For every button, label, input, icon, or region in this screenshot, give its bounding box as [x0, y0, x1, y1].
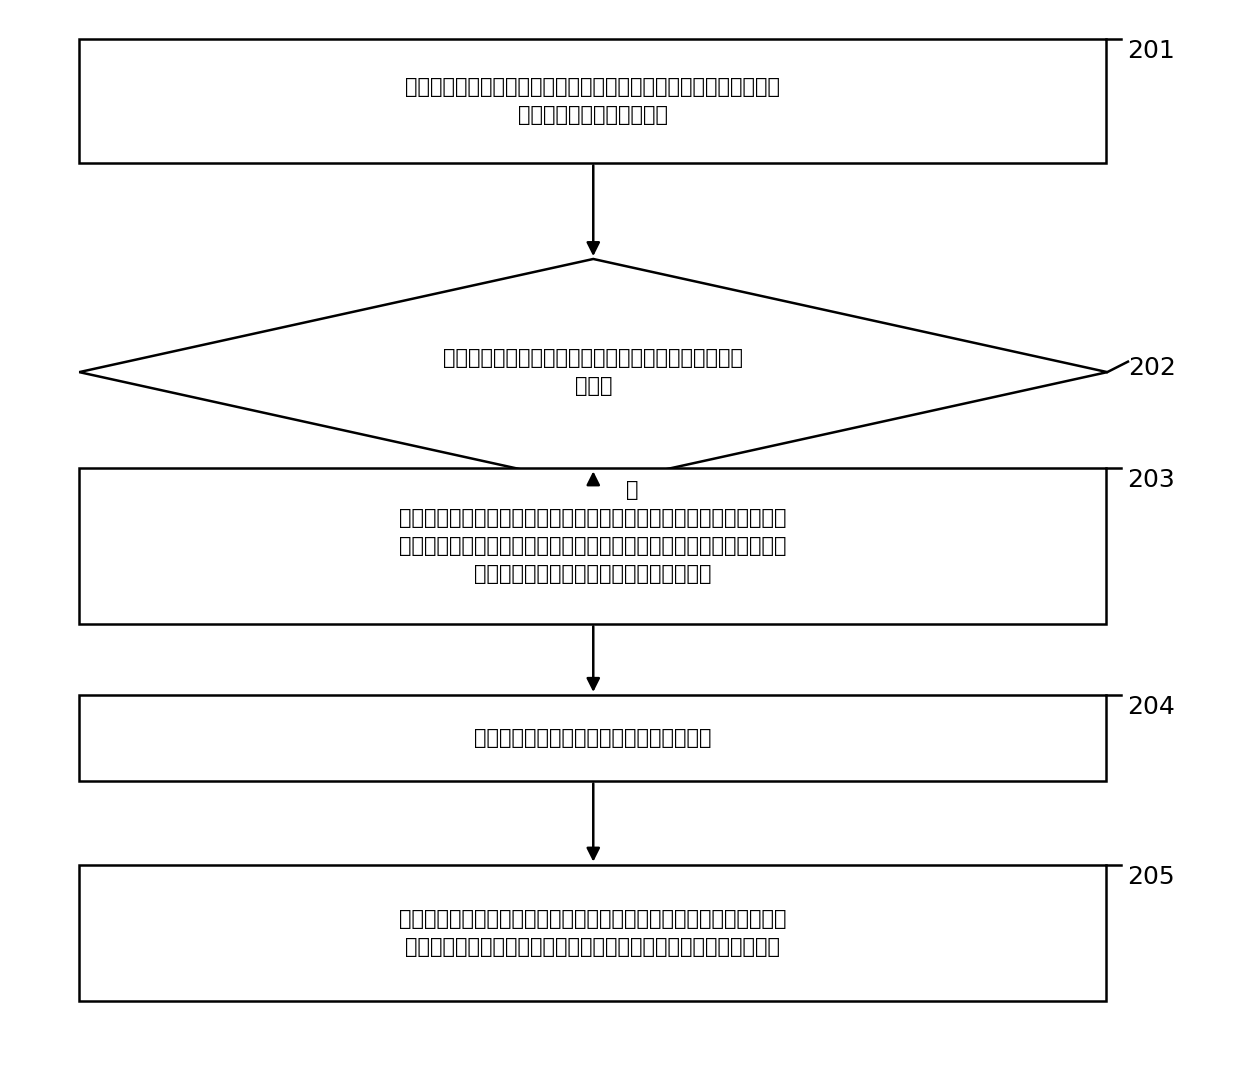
Text: 202: 202 [1128, 356, 1176, 381]
Bar [79, 38, 1106, 162]
Text: 方向盘零偏标定系统根据历史零偏标定结果和当前标定时间区间对应的
汽车方向盘的零偏标定结果，推算出汽车方向盘的实时零偏标定结果: 方向盘零偏标定系统根据历史零偏标定结果和当前标定时间区间对应的 汽车方向盘的零偏… [399, 909, 786, 957]
Text: 方向盘零偏标定系统获取历史零偏标定结果: 方向盘零偏标定系统获取历史零偏标定结果 [474, 728, 712, 747]
Text: 203: 203 [1127, 468, 1174, 493]
Bar [79, 468, 1106, 623]
Bar [79, 865, 1106, 1001]
Text: 204: 204 [1127, 695, 1174, 718]
Text: 205: 205 [1127, 865, 1174, 888]
Bar [79, 695, 1106, 780]
Text: 方向盘零偏标定系统利用车辆的运动测量单元测量出车辆在当前采样
时间区间内的车辆转动角度: 方向盘零偏标定系统利用车辆的运动测量单元测量出车辆在当前采样 时间区间内的车辆转… [405, 77, 780, 125]
Text: 201: 201 [1127, 38, 1174, 63]
Polygon shape [79, 259, 1107, 485]
Text: 是: 是 [626, 480, 639, 500]
Text: 方向盘零偏标定系统将当前采样时间区间确定为当前标定时间区间，并
获取车辆处于直线行驶状态时汽车方向盘的转向角度，以作为当前标定
时间区间对应的汽车方向盘的零偏标: 方向盘零偏标定系统将当前采样时间区间确定为当前标定时间区间，并 获取车辆处于直线… [399, 508, 786, 584]
Text: 方向盘零偏标定系统判断车辆转动角度是否低于预设角
度阈值: 方向盘零偏标定系统判断车辆转动角度是否低于预设角 度阈值 [443, 348, 743, 397]
